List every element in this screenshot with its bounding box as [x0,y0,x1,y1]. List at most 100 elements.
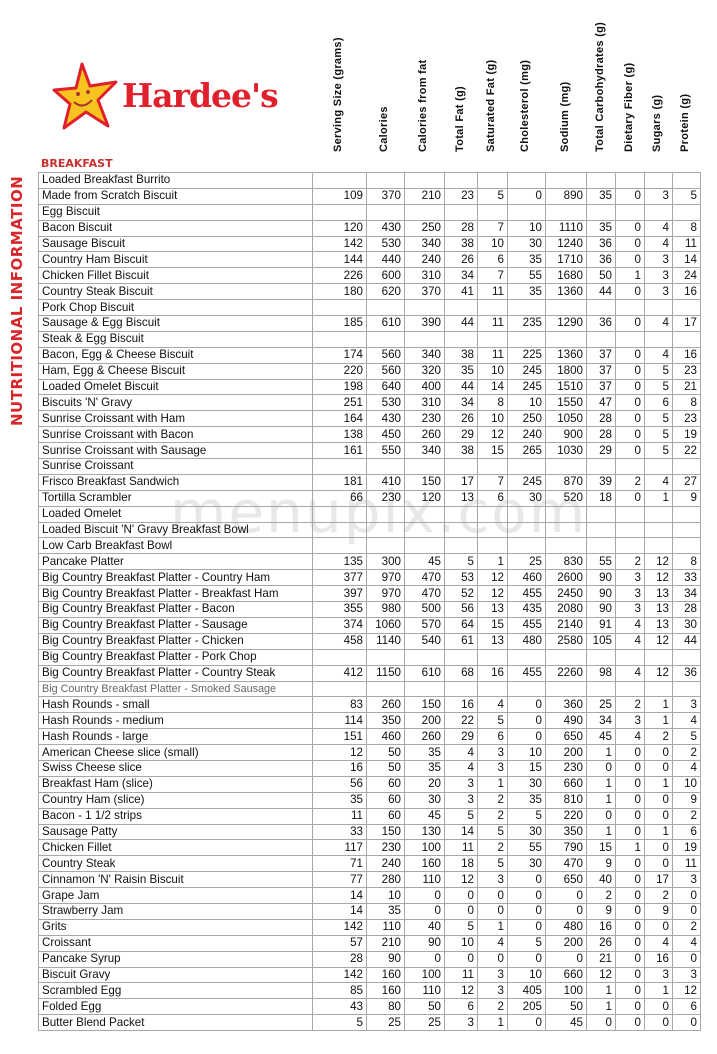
cell-value [444,330,478,348]
cell-value: 10 [366,887,405,904]
cell-value: 4 [644,219,673,237]
cell-value [545,505,587,523]
cell-value [545,203,587,221]
cell-value: 35 [404,759,445,777]
cell-value: 0 [507,887,546,904]
cell-value: 5 [644,426,673,444]
nutrition-table: Loaded Breakfast Burrito Made from Scratc… [38,172,701,1032]
cell-value [615,648,645,666]
cell-value: 0 [615,775,645,793]
cell-value [507,537,546,555]
cell-value: 0 [404,902,445,920]
item-name: Hash Rounds - small [38,696,313,714]
table-row: Steak & Egg Biscuit [38,330,701,348]
cell-value: 3 [477,744,508,761]
cell-value: 0 [644,855,673,873]
cell-value: 1 [477,775,508,793]
table-row: Low Carb Breakfast Bowl [38,537,701,555]
table-row: Scrambled Egg 85 160 110 12 3 405 100 1 0 1 12 [38,982,701,1000]
cell-value: 0 [586,759,616,777]
cell-value: 0 [644,918,673,936]
cell-value [672,330,701,348]
cell-value: 12 [586,966,616,984]
cell-value: 0 [672,887,701,904]
table-row: Grape Jam 14 10 0 0 0 0 0 2 0 2 0 [38,887,701,904]
cell-value: 470 [404,569,445,587]
cell-value: 185 [312,315,367,332]
cell-value: 16 [477,664,508,682]
table-row: Country Ham Biscuit 144 440 240 26 6 35 1710 36 0… [38,251,701,269]
cell-value [586,521,616,539]
column-header: Calories [378,106,390,152]
cell-value: 1030 [545,442,587,460]
item-name: Pancake Syrup [38,950,313,968]
brand-name: Hardee's [122,76,279,115]
cell-value: 8 [477,394,508,412]
cell-value: 3 [644,966,673,984]
cell-value [672,203,701,221]
cell-value [672,680,701,698]
cell-value [477,330,508,348]
cell-value [644,505,673,523]
item-name: Egg Biscuit [38,203,313,221]
cell-value: 22 [672,442,701,460]
cell-value: 390 [404,315,445,332]
table-row: Pork Chop Biscuit [38,299,701,317]
cell-value: 5 [477,855,508,873]
cell-value: 14 [477,378,508,396]
star-mascot-icon [52,62,118,130]
table-row: Big Country Breakfast Platter - Chicken 4… [38,632,701,650]
table-row: Big Country Breakfast Platter - Country … [38,569,701,587]
cell-value: 80 [366,998,405,1016]
cell-value: 10 [672,775,701,793]
cell-value: 21 [672,378,701,396]
cell-value: 660 [545,775,587,793]
table-row: Folded Egg 43 80 50 6 2 205 50 1 0 0 6 [38,998,701,1016]
table-row: Big Country Breakfast Platter - Breakfas… [38,585,701,603]
cell-value: 1 [586,998,616,1016]
cell-value: 135 [312,553,367,571]
cell-value: 412 [312,664,367,682]
cell-value: 3 [672,871,701,889]
cell-value: 15 [477,616,508,634]
cell-value: 1680 [545,267,587,285]
cell-value [444,521,478,539]
cell-value: 0 [615,982,645,1000]
cell-value: 620 [366,283,405,301]
cell-value [545,330,587,348]
cell-value: 35 [586,187,616,205]
cell-value: 138 [312,426,367,444]
cell-value: 14 [444,823,478,841]
cell-value: 0 [615,362,645,380]
cell-value: 105 [586,632,616,650]
cell-value: 1 [586,775,616,793]
cell-value: 230 [404,410,445,428]
cell-value: 28 [586,426,616,444]
cell-value [672,505,701,523]
cell-value: 45 [404,807,445,825]
cell-value: 3 [644,251,673,269]
cell-value: 250 [507,410,546,428]
cell-value: 85 [312,982,367,1000]
table-row: Sunrise Croissant with Bacon 138 450 260 29 1… [38,426,701,444]
cell-value: 0 [615,902,645,920]
cell-value [444,458,478,475]
cell-value: 650 [545,728,587,746]
cell-value: 240 [404,251,445,269]
cell-value [545,648,587,666]
cell-value: 2140 [545,616,587,634]
cell-value: 56 [444,601,478,618]
cell-value: 37 [586,362,616,380]
cell-value: 19 [672,839,701,857]
item-name: Loaded Omelet Biscuit [38,378,313,396]
cell-value [366,521,405,539]
cell-value: 13 [477,601,508,618]
cell-value: 0 [615,823,645,841]
cell-value: 500 [404,601,445,618]
item-name: Pancake Platter [38,553,313,571]
cell-value: 9 [672,791,701,809]
cell-value: 0 [477,950,508,968]
table-row: Breakfast Ham (slice) 56 60 20 3 1 30 660 1 0 1 10 [38,775,701,793]
cell-value [312,680,367,698]
cell-value: 11 [672,235,701,253]
